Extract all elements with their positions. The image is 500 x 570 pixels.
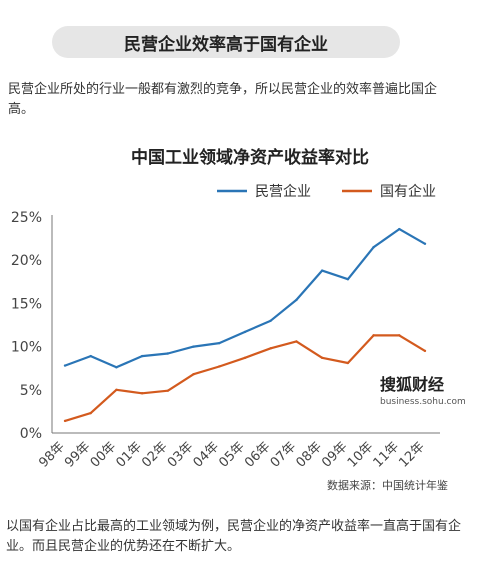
data-point	[115, 388, 118, 391]
data-point	[320, 269, 324, 272]
data-point	[166, 352, 170, 355]
data-point	[115, 366, 118, 369]
x-tick-label: 07年	[268, 439, 299, 470]
data-point	[423, 349, 427, 353]
y-tick-label: 25%	[11, 210, 42, 226]
data-point	[140, 354, 144, 358]
series-line-2	[64, 334, 426, 422]
x-tick-label: 06年	[242, 439, 273, 470]
chart-title: 中国工业领域净资产收益率对比	[131, 148, 369, 168]
data-point	[140, 392, 144, 395]
x-tick-label: 12年	[396, 439, 427, 470]
data-point	[295, 298, 298, 302]
data-point	[423, 242, 427, 245]
data-point	[269, 347, 272, 350]
intro-text: 民营企业所处的行业一般都有激烈的竞争，所以民营企业的效率普遍比国企高。	[8, 82, 438, 117]
outro-text: 以国有企业占比最高的工业领域为例，民营企业的净资产收益率一直高于国有企业。而且民…	[6, 519, 462, 554]
x-tick-label: 05年	[216, 439, 247, 470]
legend-label: 国有企业	[380, 183, 436, 200]
y-tick-label: 5%	[20, 383, 42, 399]
data-point	[89, 354, 92, 358]
banner-title: 民营企业效率高于国有企业	[52, 26, 400, 58]
x-tick-label: 98年	[36, 439, 67, 470]
source-note: 数据来源：中国统计年鉴	[327, 479, 448, 492]
x-tick-label: 08年	[293, 439, 324, 470]
x-tick-label: 00年	[88, 439, 119, 470]
data-point	[243, 356, 247, 360]
legend-label: 民营企业	[255, 183, 311, 200]
data-point	[398, 227, 401, 231]
watermark-logo: 搜狐财经	[380, 375, 444, 394]
x-tick-label: 99年	[62, 439, 93, 470]
line-chart: 0% 5% 10% 15% 20% 25% 98年99年00年01年02年03年04年05年…	[11, 183, 466, 471]
data-point	[166, 389, 170, 392]
data-point	[192, 345, 195, 348]
x-tick-label: 10年	[345, 439, 376, 470]
data-point	[269, 319, 272, 322]
x-tick-label: 02年	[139, 439, 170, 470]
data-point	[320, 356, 324, 360]
x-tick-label: 03年	[165, 439, 196, 470]
data-point	[63, 364, 67, 367]
x-tick-label: 04年	[191, 439, 222, 470]
y-tick-label: 15%	[11, 296, 42, 312]
x-tick-label: 11年	[371, 439, 402, 470]
watermark-url: business.sohu.com	[380, 397, 466, 407]
data-point	[295, 340, 298, 343]
x-tick-label: 09年	[319, 439, 350, 470]
y-tick-label: 20%	[11, 253, 42, 269]
data-point	[243, 330, 247, 334]
data-point	[218, 365, 221, 368]
data-point	[398, 334, 401, 337]
data-point	[63, 419, 67, 423]
data-point	[372, 246, 375, 249]
data-point	[218, 341, 221, 345]
data-point	[346, 361, 350, 365]
data-point	[372, 334, 375, 337]
x-tick-label: 01年	[113, 439, 144, 470]
y-tick-label: 0%	[20, 426, 42, 442]
series-line-1	[64, 227, 426, 369]
data-point	[346, 278, 350, 281]
data-point	[192, 373, 195, 376]
y-tick-label: 10%	[11, 340, 42, 356]
data-point	[89, 411, 92, 415]
